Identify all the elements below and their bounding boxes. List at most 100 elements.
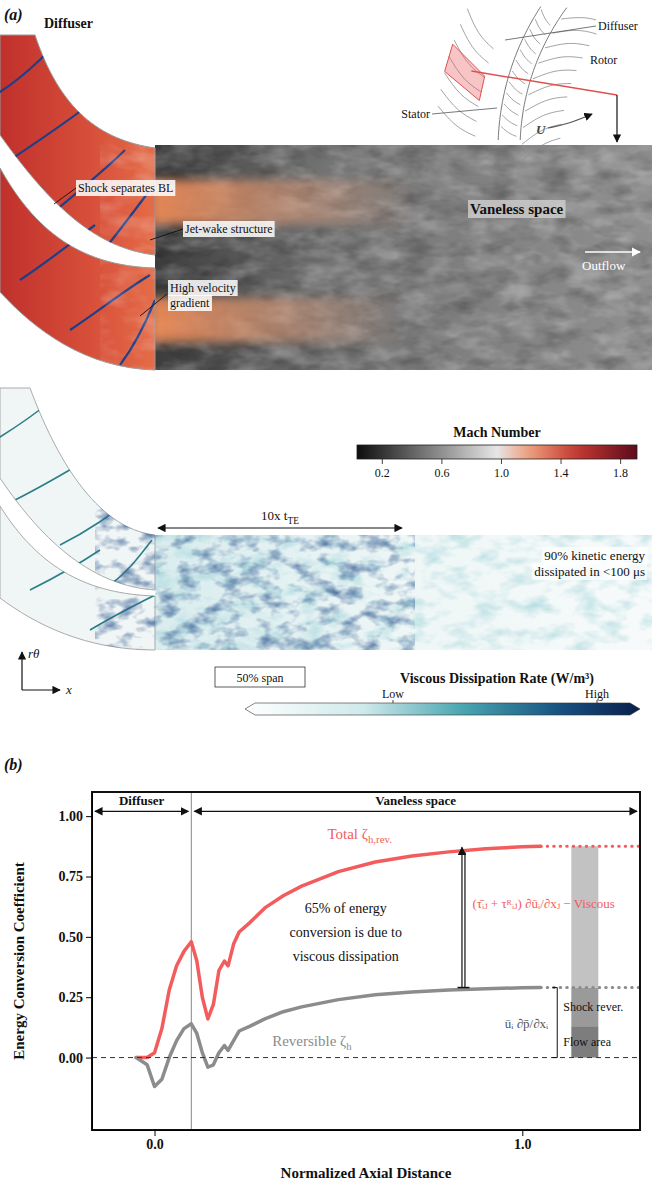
panel-a: RotorStatorDiffuserU(a)DiffuserShock sep… (0, 6, 652, 715)
blade (504, 104, 518, 115)
blade (530, 29, 540, 44)
length-label-main: 10x t (261, 508, 288, 523)
shock-wave (15, 455, 95, 500)
stator-leader (432, 108, 497, 114)
tick-label: 0.50 (59, 930, 84, 945)
colorbar-tick-label: 0.2 (375, 466, 390, 480)
label-patch (596, 18, 640, 34)
colorbar-tick-label: 1.4 (554, 466, 569, 480)
tick: 1.00 (59, 809, 93, 824)
reversible-bracket (557, 988, 558, 1058)
y-axis-title: Energy Conversion Coefficient (11, 862, 27, 1059)
blade (541, 10, 550, 26)
length-arrow (158, 527, 402, 528)
series-line (541, 986, 640, 989)
series-line (541, 845, 640, 848)
tick: 0.75 (59, 869, 93, 884)
shock-label: Shock separates BL (78, 181, 173, 195)
tick-mark (86, 1058, 92, 1059)
colorbar-tick-label: 0.6 (434, 466, 449, 480)
tick-label: 0.75 (59, 869, 84, 884)
tick-label: 0.25 (59, 990, 84, 1005)
label-patch (183, 221, 275, 237)
conversion-arrow-cap (457, 987, 469, 989)
reversible-term: ūᵢ ∂p̄/∂xᵢ (505, 1016, 549, 1031)
plot-marks (92, 792, 640, 1130)
blade (509, 82, 522, 94)
colorbar-tick (501, 459, 502, 464)
axis-line (93, 1130, 641, 1131)
label-patch (532, 563, 647, 580)
x-axis: 0.0 1.0 (93, 1130, 641, 1152)
bar-label: Flow area (563, 1035, 611, 1049)
axis-r-arrow (21, 652, 22, 690)
ring (520, 8, 567, 140)
blade (525, 39, 536, 54)
series-label: Reversible ζh (272, 1033, 352, 1052)
vaneless-label: Vaneless space (470, 201, 564, 217)
colorbar-tick-label: 1.0 (494, 466, 509, 480)
region-label: Diffuser (119, 793, 165, 808)
jet (150, 180, 415, 224)
axis-x-arrow (22, 689, 60, 690)
colorbar-tick-label: Low (382, 687, 404, 701)
blade (528, 84, 571, 95)
label-patch (76, 180, 175, 196)
highlight-arrow (616, 95, 617, 142)
tick-mark (155, 1130, 156, 1136)
colorbar-tick (561, 459, 562, 464)
tick: 0.00 (59, 1051, 93, 1066)
colorbar (245, 703, 640, 715)
tick-label: 0.00 (59, 1051, 84, 1066)
reversible-bracket-end (552, 987, 557, 988)
region-divider (191, 792, 192, 1130)
blade (538, 57, 582, 63)
conversion-arrow (464, 852, 465, 987)
label-patch (542, 547, 647, 564)
colorbar-title: Viscous Dissipation Rate (W/m³) (400, 671, 594, 687)
tick-mark (86, 877, 92, 878)
colorbar (357, 445, 637, 459)
colorbar-tick-label: High (585, 687, 609, 701)
region-arrow (95, 811, 188, 812)
dissipation-colorbar: Viscous Dissipation Rate (W/m³)Low High (245, 671, 640, 715)
machine-inset: RotorStatorDiffuserU (399, 7, 639, 161)
jet-leader (150, 229, 183, 240)
gradient-label: gradient (170, 296, 210, 310)
tick-label: 0.0 (146, 1137, 164, 1152)
highlight-line (471, 71, 617, 95)
blade (516, 60, 528, 74)
blade (545, 43, 589, 47)
series-line (136, 988, 541, 1087)
stator-label: Stator (401, 107, 430, 121)
tick-mark (86, 816, 92, 817)
series-label: Total ζh,rev. (327, 826, 391, 845)
series-label-main: Reversible ζ (272, 1033, 346, 1049)
turbulence (100, 140, 155, 375)
colorbar-tick (441, 459, 442, 464)
tick: 1.0 (514, 1130, 532, 1152)
shocks (0, 45, 155, 375)
gradient-leader (140, 294, 167, 316)
colorbar-tick (620, 459, 621, 464)
span-box (215, 667, 305, 687)
conversion-arrow (461, 847, 462, 987)
series-label-sub: h (346, 1040, 352, 1052)
bar-label: Shock rever. (563, 1000, 623, 1014)
figure: RotorStatorDiffuserU(a)DiffuserShock sep… (0, 0, 656, 1190)
dissipation-label: dissipated in <100 μs (534, 564, 645, 579)
bar-segment (571, 846, 598, 987)
panel-b: (b)0.01.00.000.250.500.751.00Normalized … (4, 756, 641, 1181)
blade (522, 138, 560, 161)
reversible-bracket-end (552, 1057, 557, 1058)
region-label: Vaneless space (375, 793, 456, 808)
blade (502, 115, 517, 126)
turbulence (95, 500, 155, 650)
outflow-arrow (585, 251, 640, 252)
blade (467, 9, 493, 49)
mach-field (0, 35, 652, 375)
span-label: 50% span (237, 671, 284, 685)
series-line (92, 1057, 640, 1058)
diffuser-inset-label: Diffuser (598, 19, 638, 33)
annotation: conversion is due to (290, 925, 402, 940)
